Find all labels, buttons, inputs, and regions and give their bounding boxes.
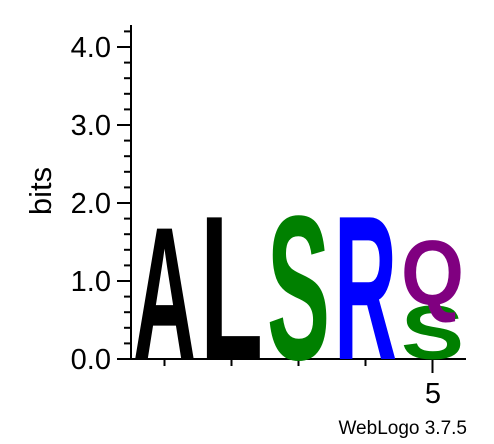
y-tick-label: 4.0	[71, 32, 111, 64]
y-ticks: 0.0 1.0 2.0 3.0 4.0	[71, 30, 434, 376]
y-tick-label: 2.0	[71, 188, 111, 220]
logo-letter-Q-pos5: Q	[401, 223, 464, 325]
x-tick-label-5: 5	[425, 378, 441, 410]
logo-letter-R-pos4: R	[334, 174, 397, 403]
y-tick-label: 3.0	[71, 110, 111, 142]
y-tick-label: 0.0	[71, 344, 111, 376]
logo-letter-S-pos5: S	[401, 291, 464, 376]
logo-stacks: A L S R SQ	[133, 173, 464, 404]
weblogo-credit: WebLogo 3.7.5	[338, 418, 467, 439]
y-tick-label: 1.0	[71, 266, 111, 298]
logo-letter-S-pos3: S	[267, 173, 330, 403]
y-axis-label: bits	[23, 167, 58, 215]
logo-letter-A-pos1: A	[133, 188, 196, 400]
logo-letter-L-pos2: L	[200, 174, 263, 403]
